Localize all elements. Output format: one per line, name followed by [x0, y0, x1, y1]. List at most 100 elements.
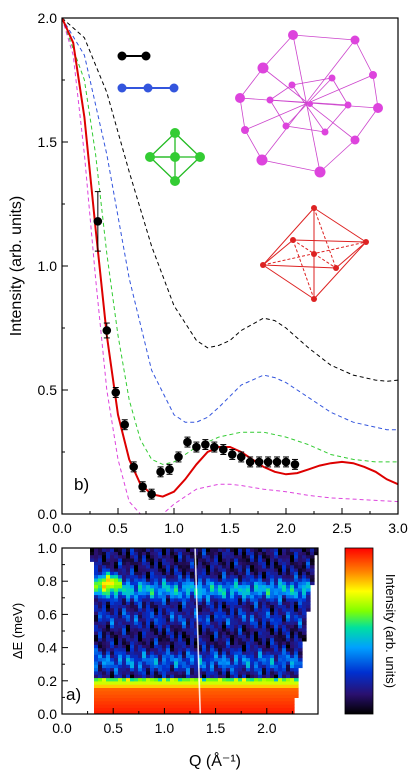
- heatmap-cell: [126, 594, 131, 599]
- heatmap-cell: [210, 627, 215, 632]
- heatmap-cell: [278, 670, 283, 675]
- heatmap-cell: [254, 684, 259, 688]
- heatmap-cell: [238, 674, 243, 679]
- heatmap-cell: [170, 637, 175, 642]
- heatmap-cell: [178, 680, 183, 685]
- heatmap-cell: [186, 551, 191, 556]
- heatmap-cell: [130, 571, 135, 576]
- heatmap-cell: [202, 687, 207, 692]
- heatmap-cell: [142, 631, 147, 635]
- heatmap-cell: [94, 667, 99, 672]
- heatmap-cell: [190, 680, 195, 685]
- heatmap-cell: [202, 634, 207, 639]
- heatmap-cell: [258, 627, 263, 632]
- heatmap-cell: [242, 591, 247, 596]
- heatmap-cell: [234, 571, 239, 576]
- heatmap-cell: [190, 697, 195, 702]
- heatmap-cell: [190, 690, 195, 695]
- heatmap-cell: [142, 700, 147, 705]
- heatmap-cell: [258, 594, 263, 599]
- heatmap-cell: [178, 631, 183, 635]
- heatmap-cell: [274, 621, 279, 625]
- heatmap-cell: [138, 621, 143, 625]
- heatmap-cell: [150, 601, 155, 605]
- heatmap-cell: [282, 670, 287, 675]
- heatmap-cell: [274, 684, 279, 688]
- heatmap-cell: [186, 564, 191, 569]
- heatmap-cell: [282, 704, 287, 708]
- heatmap-cell: [94, 664, 99, 669]
- heatmap-cell: [298, 561, 303, 566]
- heatmap-cell: [126, 607, 131, 612]
- heatmap-cell: [282, 624, 287, 629]
- heatmap-cell: [286, 577, 291, 582]
- heatmap-cell: [190, 670, 195, 675]
- heatmap-cell: [266, 700, 271, 705]
- heatmap-cell: [114, 627, 119, 632]
- heatmap-cell: [130, 664, 135, 669]
- heatmap-cell: [146, 697, 151, 702]
- heatmap-cell: [154, 564, 159, 569]
- heatmap-cell: [134, 611, 139, 615]
- heatmap-cell: [158, 707, 163, 712]
- heatmap-cell: [122, 554, 127, 559]
- heatmap-cell: [162, 637, 167, 642]
- heatmap-cell: [210, 558, 215, 562]
- heatmap-cell: [310, 577, 315, 582]
- heatmap-cell: [186, 657, 191, 662]
- heatmap-cell: [206, 707, 211, 712]
- heatmap-cell: [166, 684, 171, 688]
- heatmap-cell: [214, 607, 219, 612]
- heatmap-cell: [214, 664, 219, 669]
- heatmap-cell: [146, 581, 151, 586]
- heatmap-cell: [238, 654, 243, 659]
- heatmap-cell: [222, 654, 227, 659]
- heatmap-cell: [214, 670, 219, 675]
- heatmap-cell: [230, 614, 235, 619]
- heatmap-cell: [254, 581, 259, 586]
- heatmap-cell: [226, 657, 231, 662]
- heatmap-cell: [286, 687, 291, 692]
- heatmap-cell: [210, 650, 215, 655]
- heatmap-cell: [190, 657, 195, 662]
- heatmap-cell: [262, 687, 267, 692]
- heatmap-cell: [190, 617, 195, 622]
- heatmap-cell: [226, 667, 231, 672]
- heatmap-cell: [98, 591, 103, 596]
- heatmap-cell: [202, 684, 207, 688]
- heatmap-cell: [230, 607, 235, 612]
- heatmap-cell: [170, 697, 175, 702]
- heatmap-cell: [110, 667, 115, 672]
- heatmap-cell: [274, 641, 279, 645]
- heatmap-cell: [194, 644, 199, 649]
- heatmap-cell: [146, 631, 151, 635]
- heatmap-cell: [242, 677, 247, 682]
- heatmap-cell: [170, 604, 175, 609]
- heatmap-cell: [134, 660, 139, 665]
- heatmap-cell: [254, 621, 259, 625]
- heatmap-cell: [270, 571, 275, 576]
- heatmap-cell: [150, 584, 155, 589]
- heatmap-cell: [190, 654, 195, 659]
- heatmap-cell: [274, 650, 279, 655]
- heatmap-cell: [282, 627, 287, 632]
- heatmap-cell: [266, 664, 271, 669]
- heatmap-cell: [110, 627, 115, 632]
- heatmap-cell: [122, 700, 127, 705]
- heatmap-cell: [214, 637, 219, 642]
- heatmap-cell: [266, 604, 271, 609]
- heatmap-cell: [298, 627, 303, 632]
- heatmap-cell: [210, 601, 215, 605]
- heatmap-cell: [258, 677, 263, 682]
- heatmap-cell: [186, 700, 191, 705]
- y-tick-label-a: 0.4: [38, 640, 58, 656]
- heatmap-cell: [234, 690, 239, 695]
- heatmap-cell: [286, 634, 291, 639]
- heatmap-cell: [106, 607, 111, 612]
- heatmap-cell: [198, 594, 203, 599]
- heatmap-cell: [206, 647, 211, 652]
- heatmap-cell: [150, 577, 155, 582]
- heatmap-cell: [194, 710, 199, 714]
- heatmap-cell: [270, 581, 275, 586]
- heatmap-cell: [102, 694, 107, 698]
